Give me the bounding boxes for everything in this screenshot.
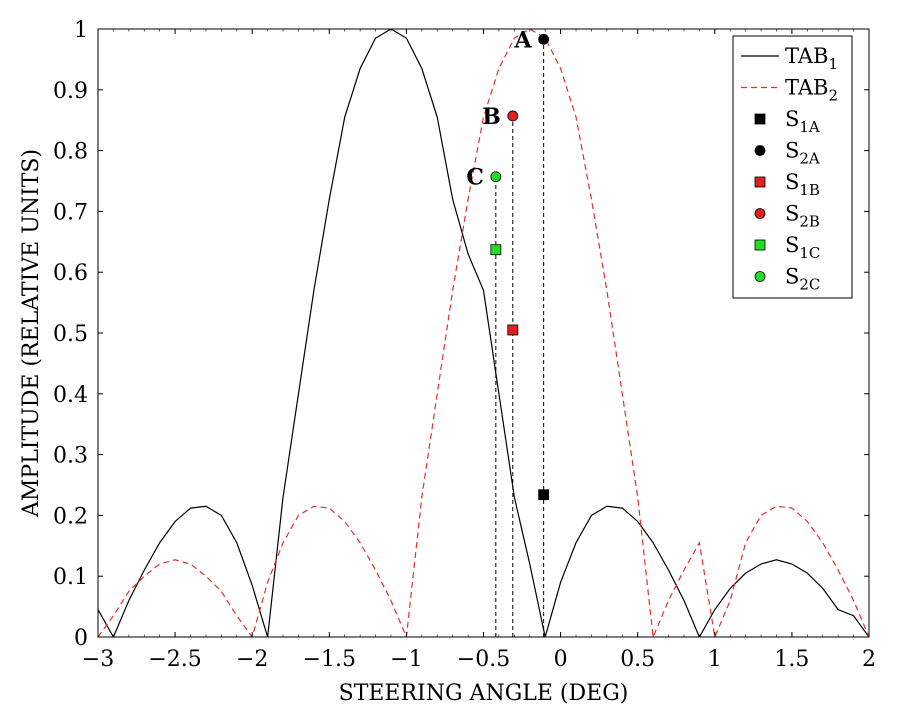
plot-area: A B C <box>98 27 869 637</box>
x-tick-label: −1.5 <box>303 647 356 672</box>
legend-swatch-s2a <box>754 145 766 156</box>
legend-label-s2c: S2C <box>785 265 820 294</box>
y-tick-label: 0.4 <box>53 383 88 408</box>
legend-label-s2b: S2B <box>785 202 820 231</box>
marker-s1a <box>538 489 550 501</box>
legend-label-tab2: TAB2 <box>785 76 838 105</box>
legend-swatch-s1b <box>754 176 766 188</box>
legend-label-s1b: S1B <box>785 170 820 199</box>
legend-label-s1a: S1A <box>785 107 820 136</box>
x-tick-label: −2 <box>236 647 268 672</box>
marker-s2c <box>490 171 502 183</box>
y-tick-label: 0.7 <box>53 200 88 225</box>
legend-label-s2a: S2A <box>785 139 820 168</box>
x-tick-label: −0.5 <box>457 647 510 672</box>
x-tick-label: 0 <box>554 647 568 672</box>
x-tick-label: 1.5 <box>774 647 809 672</box>
point-label-b: B <box>482 104 501 130</box>
y-tick-label: 0 <box>74 626 88 651</box>
point-label-c: C <box>466 165 484 191</box>
y-tick-label: 0.2 <box>53 504 88 529</box>
marker-s2b <box>507 110 519 122</box>
y-tick-label: 0.1 <box>53 565 88 590</box>
legend-box <box>732 35 853 299</box>
x-tick-label: −3 <box>82 647 114 672</box>
x-tick-label: 1 <box>708 647 722 672</box>
y-tick-label: 0.8 <box>53 140 88 165</box>
x-tick-label: 0.5 <box>620 647 655 672</box>
y-tick-label: 0.5 <box>53 322 88 347</box>
x-tick-label: −2.5 <box>148 647 201 672</box>
y-tick-label: 1 <box>74 18 88 43</box>
legend-swatch-s1a <box>754 113 766 125</box>
point-label-a: A <box>514 27 533 53</box>
legend-swatch-s1c <box>754 239 766 251</box>
x-axis-title: STEERING ANGLE (DEG) <box>339 681 629 706</box>
y-tick-label: 0.3 <box>53 444 88 469</box>
marker-s1c <box>490 244 502 256</box>
y-tick-label: 0.6 <box>53 261 88 286</box>
legend-label-s1c: S1C <box>785 233 820 262</box>
series-group <box>98 29 869 637</box>
x-tick-label: −1 <box>390 647 422 672</box>
y-tick-label: 0.9 <box>53 79 88 104</box>
marker-s2a <box>538 33 550 45</box>
legend-swatch-s2b <box>754 208 766 219</box>
legend-swatch-s2c <box>754 271 766 282</box>
series-line-tab1 <box>98 29 869 637</box>
axes: −3 −2.5 −2 −1.5 −1 −0.5 0 0.5 1 1.5 2 0 0.1 0.2 0.3 0.4… <box>53 18 876 672</box>
x-tick-label: 2 <box>862 647 876 672</box>
marker-s1b <box>507 324 519 336</box>
y-axis-title: AMPLITUDE (RELATIVE UNITS) <box>19 149 44 518</box>
legend-label-tab1: TAB1 <box>785 44 838 73</box>
